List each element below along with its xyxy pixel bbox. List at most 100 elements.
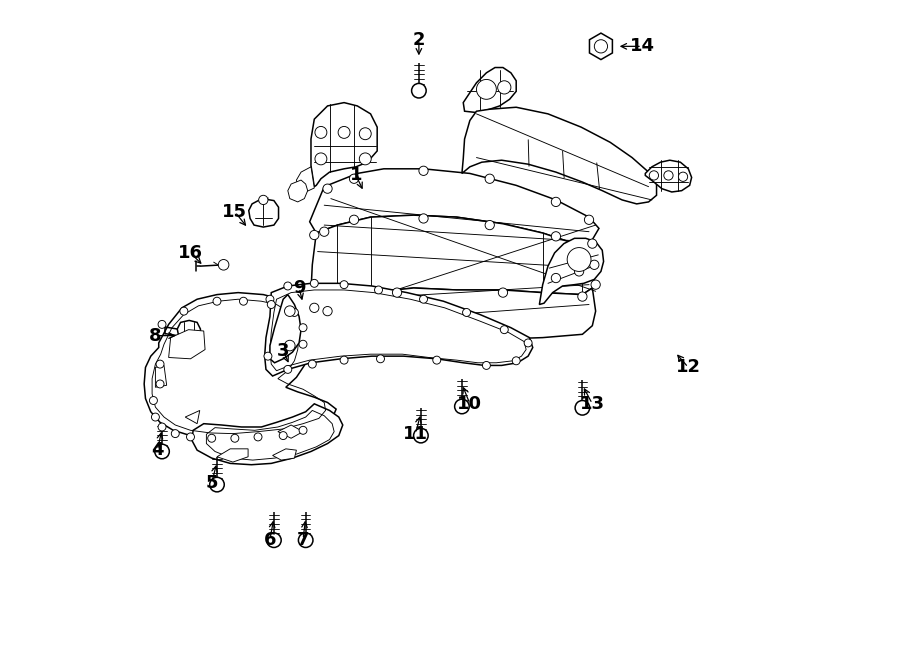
Text: 6: 6	[264, 530, 276, 549]
Text: 5: 5	[205, 474, 218, 493]
Text: 7: 7	[297, 530, 310, 549]
Polygon shape	[645, 160, 691, 192]
Circle shape	[349, 215, 358, 224]
Circle shape	[338, 126, 350, 138]
Text: 16: 16	[178, 244, 203, 262]
Circle shape	[299, 340, 307, 348]
Polygon shape	[311, 103, 377, 187]
Circle shape	[374, 286, 382, 294]
Text: 14: 14	[629, 37, 654, 56]
Circle shape	[284, 340, 295, 351]
Circle shape	[315, 126, 327, 138]
Circle shape	[552, 273, 561, 283]
Text: 13: 13	[580, 395, 605, 413]
Polygon shape	[217, 449, 248, 462]
Polygon shape	[462, 107, 656, 204]
Polygon shape	[311, 215, 596, 312]
Circle shape	[500, 326, 508, 334]
Circle shape	[584, 215, 594, 224]
Circle shape	[156, 380, 164, 388]
Polygon shape	[265, 283, 533, 376]
Circle shape	[454, 399, 469, 414]
Text: 11: 11	[403, 424, 428, 443]
Circle shape	[552, 232, 561, 241]
Circle shape	[258, 195, 268, 205]
Text: 8: 8	[149, 326, 162, 345]
Circle shape	[231, 434, 239, 442]
Circle shape	[349, 174, 358, 183]
Text: 4: 4	[151, 441, 164, 459]
Circle shape	[418, 166, 428, 175]
Polygon shape	[177, 320, 201, 340]
Circle shape	[180, 307, 188, 315]
Circle shape	[482, 361, 491, 369]
Circle shape	[649, 171, 659, 180]
Text: 15: 15	[222, 203, 248, 221]
Circle shape	[315, 153, 327, 165]
Circle shape	[498, 81, 511, 94]
Circle shape	[679, 172, 688, 181]
Circle shape	[591, 280, 600, 289]
Circle shape	[299, 324, 307, 332]
Circle shape	[208, 434, 216, 442]
Circle shape	[323, 307, 332, 316]
Polygon shape	[270, 295, 302, 363]
Circle shape	[310, 303, 319, 312]
Circle shape	[567, 248, 591, 271]
Polygon shape	[308, 288, 596, 356]
Text: 3: 3	[277, 342, 290, 360]
Circle shape	[418, 214, 428, 223]
Circle shape	[284, 282, 292, 290]
Circle shape	[171, 430, 179, 438]
Circle shape	[594, 40, 608, 53]
Circle shape	[266, 533, 281, 547]
Text: 9: 9	[292, 279, 305, 297]
Circle shape	[310, 230, 319, 240]
Circle shape	[476, 79, 496, 99]
Circle shape	[210, 477, 224, 492]
Circle shape	[552, 197, 561, 207]
Circle shape	[284, 306, 295, 316]
Circle shape	[323, 184, 332, 193]
Circle shape	[151, 413, 159, 421]
Circle shape	[264, 352, 272, 360]
Polygon shape	[590, 33, 612, 60]
Polygon shape	[168, 330, 205, 359]
Circle shape	[392, 288, 401, 297]
Polygon shape	[539, 238, 604, 305]
Circle shape	[512, 357, 520, 365]
Circle shape	[149, 397, 158, 404]
Polygon shape	[192, 404, 343, 465]
Circle shape	[239, 297, 248, 305]
Circle shape	[574, 267, 584, 276]
Circle shape	[590, 260, 599, 269]
Circle shape	[266, 295, 274, 303]
Circle shape	[155, 444, 169, 459]
Circle shape	[340, 281, 348, 289]
Circle shape	[359, 128, 371, 140]
Polygon shape	[296, 167, 314, 192]
Circle shape	[186, 433, 194, 441]
Circle shape	[485, 174, 494, 183]
Circle shape	[414, 428, 428, 443]
Circle shape	[485, 220, 494, 230]
Polygon shape	[273, 449, 296, 460]
Circle shape	[588, 239, 597, 248]
Circle shape	[284, 365, 292, 373]
Polygon shape	[288, 180, 308, 202]
Circle shape	[376, 355, 384, 363]
Text: 12: 12	[676, 358, 701, 377]
Circle shape	[254, 433, 262, 441]
Polygon shape	[185, 410, 200, 424]
Polygon shape	[144, 293, 336, 438]
Circle shape	[213, 297, 220, 305]
Circle shape	[463, 308, 471, 316]
Circle shape	[524, 339, 532, 347]
Circle shape	[309, 360, 316, 368]
Circle shape	[156, 360, 164, 368]
Polygon shape	[248, 199, 278, 227]
Polygon shape	[464, 68, 517, 113]
Text: 1: 1	[350, 166, 362, 185]
Circle shape	[219, 260, 229, 270]
Circle shape	[299, 533, 313, 547]
